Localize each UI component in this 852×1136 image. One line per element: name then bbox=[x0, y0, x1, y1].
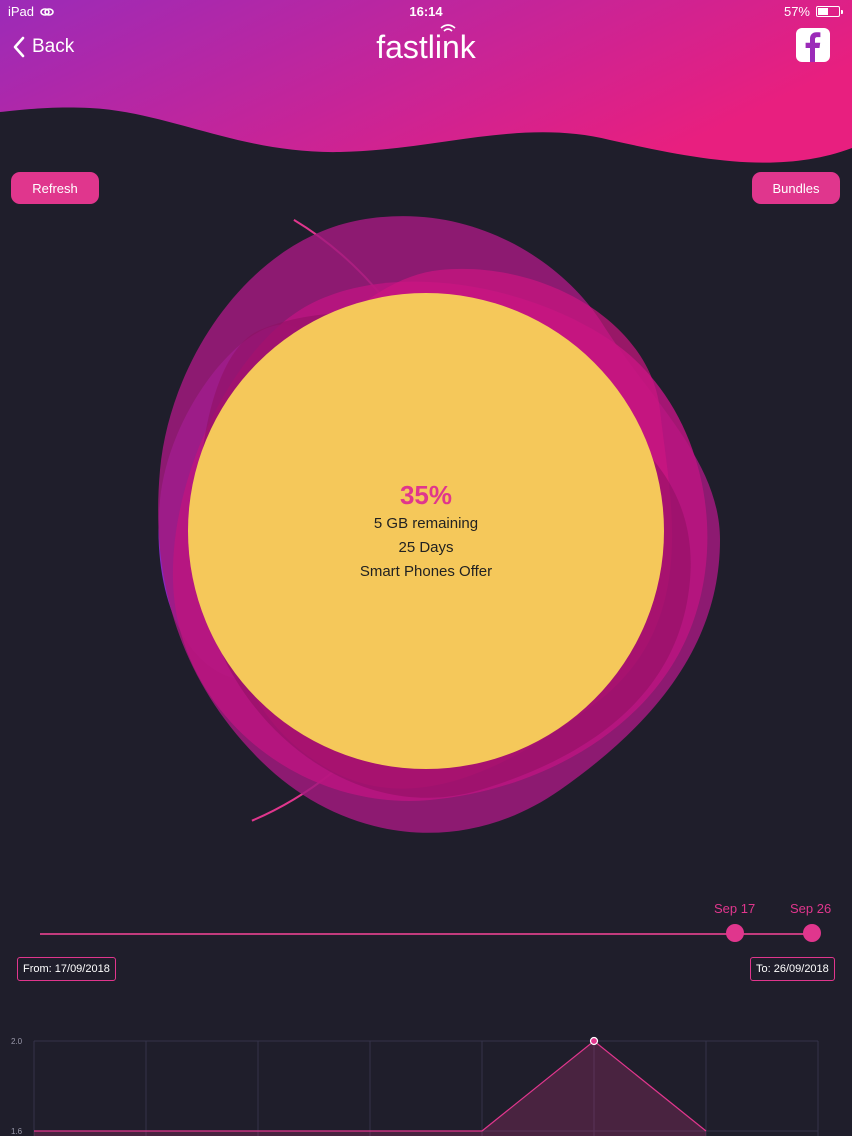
usage-summary: 35% 5 GB remaining 25 Days Smart Phones … bbox=[226, 478, 626, 584]
bundles-button[interactable]: Bundles bbox=[752, 172, 840, 204]
usage-visual bbox=[158, 216, 721, 833]
header-wave-background bbox=[0, 0, 852, 163]
range-start-handle[interactable] bbox=[726, 924, 744, 942]
plan-name: Smart Phones Offer bbox=[359, 563, 493, 580]
status-time: 16:14 bbox=[409, 4, 443, 19]
battery-percent: 57% bbox=[783, 4, 810, 19]
chart-series-area bbox=[34, 1041, 706, 1136]
range-slider-track[interactable] bbox=[40, 933, 812, 935]
device-label: iPad bbox=[8, 4, 35, 19]
logo-text: fastlink bbox=[376, 29, 477, 65]
days-remaining: 25 Days bbox=[398, 539, 454, 556]
fastlink-logo: fastlink bbox=[376, 24, 477, 65]
usage-percent: 35% bbox=[399, 480, 453, 510]
battery-icon bbox=[816, 6, 843, 17]
link-icon bbox=[40, 7, 54, 16]
from-date-field[interactable]: From: 17/09/2018 bbox=[17, 957, 116, 981]
back-label: Back bbox=[32, 36, 75, 57]
range-end-label: Sep 26 bbox=[790, 901, 832, 916]
chart-y-tick-label: 2.0 bbox=[11, 1037, 23, 1046]
status-right: 57% bbox=[783, 4, 843, 19]
range-start-label: Sep 17 bbox=[714, 901, 756, 916]
usage-chart: 2.0 1.6 bbox=[11, 1036, 819, 1136]
back-button[interactable]: Back bbox=[12, 32, 74, 62]
chevron-left-icon bbox=[13, 36, 25, 58]
range-end-handle[interactable] bbox=[803, 924, 821, 942]
status-left: iPad bbox=[8, 4, 54, 19]
data-remaining: 5 GB remaining bbox=[373, 515, 479, 532]
status-bar: iPad 16:14 57% bbox=[0, 0, 852, 24]
chart-data-point bbox=[589, 1036, 599, 1046]
refresh-button[interactable]: Refresh bbox=[11, 172, 99, 204]
to-date-field[interactable]: To: 26/09/2018 bbox=[750, 957, 835, 981]
facebook-button[interactable] bbox=[796, 28, 830, 62]
usage-circle bbox=[188, 293, 664, 769]
chart-y-tick-label: 1.6 bbox=[11, 1127, 23, 1136]
facebook-icon bbox=[805, 32, 821, 62]
